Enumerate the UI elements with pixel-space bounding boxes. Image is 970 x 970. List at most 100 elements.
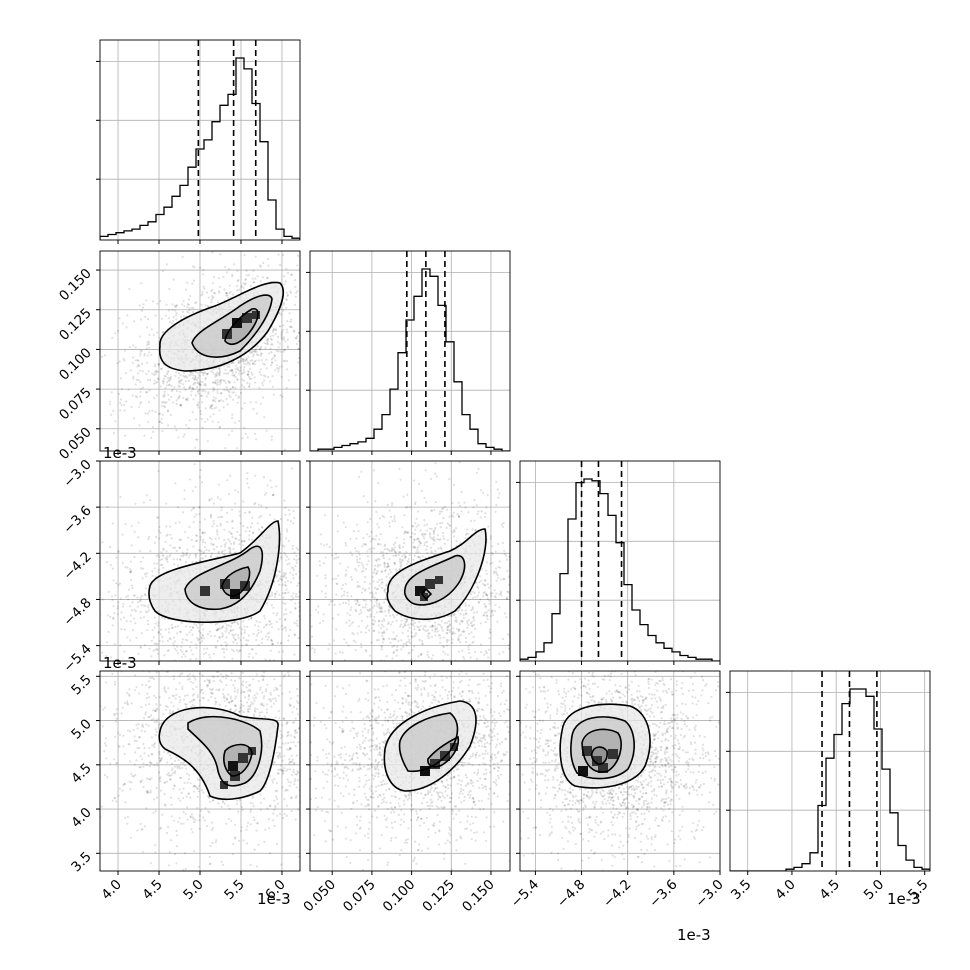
scatter-point bbox=[105, 655, 108, 658]
scatter-point bbox=[139, 354, 142, 357]
scatter-point bbox=[422, 535, 425, 538]
scatter-point bbox=[337, 574, 340, 577]
scatter-point bbox=[137, 536, 140, 539]
scatter-point bbox=[425, 501, 428, 504]
scatter-point bbox=[152, 636, 155, 639]
scatter-point bbox=[452, 627, 455, 630]
scatter-point bbox=[146, 361, 149, 364]
scatter-point bbox=[231, 520, 234, 523]
scatter-point bbox=[356, 585, 359, 588]
scatter-point bbox=[231, 657, 234, 660]
scatter-point bbox=[228, 268, 231, 271]
scatter-point bbox=[163, 617, 166, 620]
scatter-point bbox=[335, 582, 338, 586]
scatter-point bbox=[109, 400, 112, 403]
scatter-point bbox=[352, 530, 355, 533]
hist-bar bbox=[438, 305, 446, 451]
scatter-point bbox=[266, 340, 269, 343]
scatter-point bbox=[399, 662, 401, 664]
scatter-point bbox=[161, 563, 164, 566]
scatter-point bbox=[228, 284, 231, 287]
scatter-point bbox=[367, 560, 370, 563]
scatter-point bbox=[285, 555, 289, 558]
scatter-point bbox=[304, 547, 306, 549]
hist-bar bbox=[454, 382, 462, 451]
scatter-point bbox=[230, 625, 233, 628]
scatter-point bbox=[188, 525, 191, 529]
scatter-point bbox=[212, 522, 215, 525]
scatter-point bbox=[243, 539, 246, 543]
scatter-point bbox=[378, 603, 381, 607]
scatter-point bbox=[417, 655, 420, 658]
scatter-point bbox=[176, 632, 179, 635]
scatter-point bbox=[280, 313, 283, 316]
scatter-point bbox=[198, 630, 201, 633]
scatter-point bbox=[127, 388, 130, 391]
scatter-point bbox=[231, 629, 235, 632]
scatter-point bbox=[164, 375, 167, 378]
scatter-point bbox=[286, 294, 289, 298]
scatter-point bbox=[203, 287, 206, 290]
scatter-point bbox=[526, 578, 528, 580]
hist-bar bbox=[236, 58, 244, 240]
scatter-point bbox=[217, 537, 221, 540]
scatter-point bbox=[225, 626, 228, 630]
scatter-point bbox=[362, 566, 365, 569]
scatter-point bbox=[236, 289, 239, 292]
scatter-point bbox=[467, 645, 470, 648]
scatter-point bbox=[161, 331, 164, 334]
scatter-point bbox=[326, 483, 328, 485]
scatter-point bbox=[413, 538, 416, 541]
scatter-point bbox=[266, 484, 269, 487]
scatter-point bbox=[161, 554, 164, 557]
scatter-point bbox=[391, 645, 394, 648]
scatter-point bbox=[219, 379, 222, 382]
scatter-point bbox=[204, 420, 207, 423]
scatter-point bbox=[231, 374, 234, 377]
scatter-point bbox=[483, 614, 486, 617]
scatter-point bbox=[208, 499, 211, 502]
scatter-point bbox=[231, 519, 234, 522]
scatter-point bbox=[217, 421, 220, 424]
scatter-point bbox=[237, 650, 240, 653]
scatter-point bbox=[355, 431, 357, 433]
scatter-point bbox=[94, 622, 96, 624]
scatter-point bbox=[147, 401, 150, 404]
scatter-point bbox=[146, 412, 149, 415]
scatter-point bbox=[357, 564, 360, 567]
scatter-point bbox=[404, 457, 406, 459]
scatter-point bbox=[123, 359, 126, 362]
y-tick-label: −4.8 bbox=[60, 595, 94, 629]
scatter-point bbox=[108, 403, 111, 406]
scatter-point bbox=[271, 385, 274, 388]
scatter-point bbox=[421, 532, 424, 536]
scatter-point bbox=[292, 330, 295, 333]
scatter-point bbox=[216, 628, 219, 632]
scatter-point bbox=[196, 403, 199, 406]
hist-bar bbox=[430, 276, 438, 451]
scatter-point bbox=[125, 595, 128, 599]
scatter-point bbox=[321, 678, 323, 680]
scatter-point bbox=[248, 530, 251, 533]
scatter-point bbox=[375, 602, 378, 605]
scatter-point bbox=[145, 494, 148, 497]
scatter-point bbox=[259, 354, 262, 357]
hist-bar bbox=[260, 142, 268, 240]
scatter-point bbox=[289, 325, 293, 328]
scatter-point bbox=[190, 649, 193, 652]
scatter-point bbox=[244, 278, 247, 281]
scatter-point bbox=[193, 622, 196, 626]
scatter-point bbox=[262, 476, 265, 479]
scatter-point bbox=[432, 683, 434, 685]
scatter-point bbox=[480, 651, 483, 654]
scatter-point bbox=[443, 537, 446, 541]
scatter-point bbox=[174, 304, 177, 307]
scatter-point bbox=[277, 350, 280, 353]
scatter-point bbox=[133, 608, 136, 611]
scatter-point bbox=[183, 489, 186, 492]
scatter-point bbox=[247, 362, 250, 365]
scatter-point bbox=[224, 447, 227, 450]
scatter-point bbox=[215, 410, 217, 412]
scatter-point bbox=[209, 514, 213, 518]
scatter-point bbox=[194, 374, 197, 377]
